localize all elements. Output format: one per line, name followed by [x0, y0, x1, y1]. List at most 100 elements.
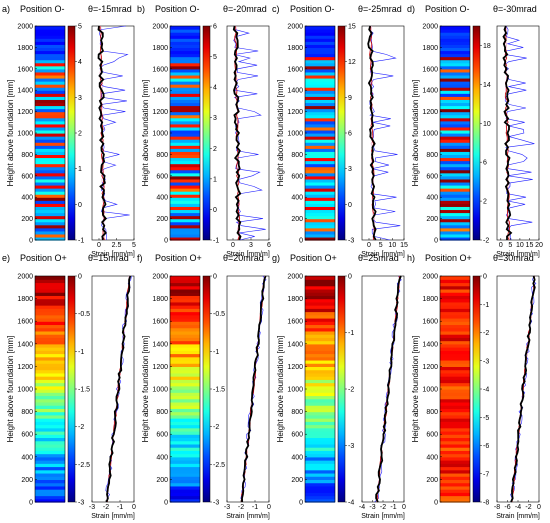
heatmap-cell [305, 482, 335, 487]
heatmap-cell [170, 105, 200, 110]
heatmap-cell [440, 456, 470, 461]
strain-series-blue [503, 25, 535, 241]
panel-d: 0200400600800100012001400160018002000Hei… [407, 4, 543, 258]
x-tick-label: -2 [238, 504, 244, 511]
heatmap-cell [305, 469, 335, 474]
y-tick-label: 1600 [17, 319, 33, 326]
strain-series-black [241, 275, 267, 503]
y-tick-label: 2000 [287, 24, 303, 31]
position-label: Position O- [20, 4, 65, 14]
x-tick-label: 0 [132, 504, 136, 511]
colorbar-tick-label: -3 [213, 500, 219, 507]
heatmap-cell [440, 142, 470, 146]
heatmap-cell [305, 334, 335, 338]
heatmap-cell [440, 363, 470, 367]
colorbar-tick-label: -2 [213, 424, 219, 431]
heatmap-cell [305, 53, 335, 58]
heatmap-cell [440, 295, 470, 300]
colorbar-tick-label: -5 [483, 415, 489, 422]
heatmap-cell [305, 47, 335, 52]
heatmap-cell [35, 324, 65, 329]
heatmap-cell [440, 401, 470, 406]
y-tick-label: 1000 [287, 131, 303, 138]
heatmap-cell [35, 411, 65, 416]
heatmap-cell [305, 456, 335, 461]
heatmap-cell [35, 233, 65, 238]
heatmap-cell [305, 472, 335, 477]
heatmap-cell [440, 120, 470, 125]
heatmap-cell [440, 334, 470, 338]
heatmap-cell [305, 434, 335, 439]
heatmap-cell [170, 44, 200, 48]
heatmap-cell [440, 236, 470, 241]
heatmap-cell [35, 285, 65, 290]
heatmap-cell [35, 301, 65, 306]
heatmap-cell [35, 476, 65, 480]
colorbar [202, 25, 211, 241]
heatmap-cell [35, 224, 65, 229]
y-tick-label: 2000 [17, 274, 33, 281]
heatmap-cell [170, 26, 200, 30]
heatmap-cell [305, 163, 335, 168]
colorbar-tick-label: -2.5 [78, 462, 90, 469]
heatmap-cell [35, 81, 65, 85]
heatmap-cell [440, 418, 470, 422]
y-tick-label: 1400 [17, 88, 33, 95]
heatmap-cell [35, 330, 65, 335]
y-tick-label: 600 [426, 432, 438, 439]
x-tick-label: -1 [117, 504, 123, 511]
y-tick-label: 1600 [287, 319, 303, 326]
heatmap-cell [440, 492, 470, 497]
heatmap-cell [35, 350, 65, 355]
heatmap-cell [440, 71, 470, 76]
heatmap [440, 26, 470, 241]
y-tick-label: 1800 [287, 45, 303, 52]
heatmap-cell [35, 172, 65, 177]
heatmap-cell [170, 321, 200, 326]
heatmap-cell [170, 209, 200, 214]
heatmap-cell [170, 379, 200, 384]
colorbar-tick-label: 15 [348, 24, 356, 31]
heatmap-cell [440, 44, 470, 48]
heatmap [170, 276, 200, 503]
heatmap-cell [170, 87, 200, 91]
y-tick-label: 200 [291, 216, 303, 223]
x-tick-label: -1 [390, 504, 396, 511]
y-tick-label: 2000 [152, 274, 168, 281]
heatmap-cell [35, 469, 65, 474]
heatmap-cell [305, 41, 335, 45]
heatmap-cell [305, 227, 335, 232]
heatmap-cell [170, 401, 200, 406]
y-tick-label: 1200 [422, 364, 438, 371]
y-tick-label: 0 [434, 238, 438, 245]
heatmap-cell [305, 359, 335, 364]
heatmap-cell [170, 166, 200, 171]
heatmap-cell [35, 327, 65, 332]
heatmap-cell [440, 285, 470, 290]
heatmap-cell [305, 430, 335, 435]
panel-letter: c) [272, 4, 280, 14]
colorbar-tick-label: -4 [483, 387, 489, 394]
colorbar-tick-label: -1 [78, 238, 84, 245]
heatmap-cell [170, 84, 200, 88]
theta-label: θ=30mrad [493, 253, 534, 263]
heatmap-cell [305, 114, 335, 119]
colorbar-tick-label: -1.5 [213, 387, 225, 394]
heatmap-cell [170, 463, 200, 468]
heatmap-cell [440, 65, 470, 70]
heatmap-cell [305, 453, 335, 458]
heatmap-cell [440, 485, 470, 490]
x-tick-label: 3 [249, 242, 253, 249]
heatmap-cell [35, 47, 65, 52]
y-tick-label: 2000 [422, 274, 438, 281]
x-tick-label: -2 [103, 504, 109, 511]
x-axis-label: Strain [mm/m] [226, 513, 270, 520]
heatmap-cell [170, 197, 200, 201]
heatmap-cell [170, 188, 200, 192]
heatmap-cell [440, 379, 470, 384]
strain-series-black [232, 25, 242, 241]
heatmap-cell [170, 308, 200, 313]
colorbar-tick-label: -1 [78, 349, 84, 356]
y-tick-label: 600 [21, 173, 33, 180]
y-axis-label: Height above foundation [mm] [6, 80, 15, 187]
